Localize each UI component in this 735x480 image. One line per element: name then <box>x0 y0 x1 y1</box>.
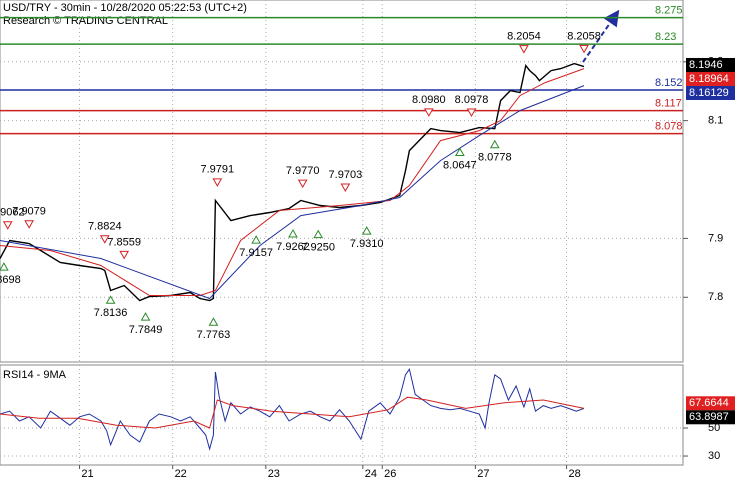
peak-marker <box>579 44 589 54</box>
peak-marker <box>212 178 223 187</box>
readout-label: 67.6644 <box>689 397 729 409</box>
peak-label: 8.2054 <box>507 31 541 43</box>
level-label: 8.152 <box>655 77 683 89</box>
level-label: 8.275 <box>655 5 683 17</box>
y-tick-label: 7.8 <box>708 291 723 303</box>
trough-marker <box>361 226 372 235</box>
trough-marker <box>313 229 324 239</box>
level-label: 8.117 <box>655 98 682 110</box>
trough-label: 7.9262 <box>276 241 310 253</box>
chart-title: USD/TRY - 30min - 10/28/2020 05:22:53 (U… <box>3 2 247 14</box>
forecast-arrow <box>582 9 620 63</box>
peak-label: 7.9791 <box>200 164 234 176</box>
peak-label: 7.9079 <box>12 206 46 218</box>
peak-label: 7.8559 <box>107 236 141 248</box>
peak-label: 7.9703 <box>329 169 363 181</box>
x-tick-label: 21 <box>81 468 93 480</box>
peak-marker <box>297 179 308 189</box>
x-tick-label: 22 <box>175 468 187 480</box>
peak-label: 7.9062 <box>0 207 25 219</box>
trough-marker <box>288 228 298 238</box>
readout-label: 8.1946 <box>689 59 723 71</box>
trough-marker <box>489 139 500 149</box>
peak-label: 8.0978 <box>455 94 489 106</box>
series-line <box>0 396 585 429</box>
trough-label: 7.9310 <box>350 238 384 250</box>
peak-marker <box>519 45 529 54</box>
series-line <box>0 367 585 451</box>
trough-marker <box>105 295 116 304</box>
rsi-panel <box>0 364 684 466</box>
series-line <box>0 62 585 302</box>
trough-label: 7.7849 <box>129 324 163 336</box>
y-tick-label: 50 <box>708 422 720 434</box>
peak-label: 7.9770 <box>286 165 320 177</box>
peak-marker <box>423 108 434 117</box>
y-tick-label: 30 <box>708 450 720 462</box>
y-tick-label: 7.9 <box>708 232 723 244</box>
series-line <box>0 85 585 300</box>
trough-label: 8.0647 <box>443 159 477 171</box>
x-tick-label: 26 <box>384 468 396 480</box>
x-tick-label: 28 <box>568 468 580 480</box>
series-line <box>0 68 585 296</box>
readout-box <box>686 85 735 100</box>
trough-marker <box>140 312 151 321</box>
readout-box <box>686 71 735 86</box>
trough-marker <box>208 317 219 326</box>
peak-marker <box>2 221 13 230</box>
y-tick-label: 8.1 <box>708 115 723 127</box>
readout-box <box>686 410 735 425</box>
readout-label: 8.18964 <box>689 73 729 85</box>
peak-marker <box>340 183 351 193</box>
readout-box <box>686 396 735 411</box>
trough-marker <box>251 235 261 244</box>
peak-marker <box>24 220 34 229</box>
x-tick-label: 24 <box>365 468 377 480</box>
level-label: 8.078 <box>655 121 683 133</box>
peak-marker <box>466 108 477 117</box>
trough-label: 7.8136 <box>94 307 128 319</box>
peak-label: 7.8824 <box>88 221 122 233</box>
peak-label: 8.0980 <box>412 94 446 106</box>
trough-label: 7.9250 <box>301 242 335 254</box>
trough-label: 8.0778 <box>478 152 512 164</box>
rsi-title: RSI14 - 9MA <box>3 369 67 381</box>
peak-marker <box>119 250 130 260</box>
chart-subtitle: Research © TRADING CENTRAL <box>3 15 168 27</box>
x-tick-label: 23 <box>268 468 280 480</box>
trough-marker <box>0 262 9 271</box>
readout-label: 63.8987 <box>689 411 729 423</box>
x-tick-label: 27 <box>477 468 489 480</box>
readout-box <box>686 57 735 72</box>
peak-label: 8.2058 <box>567 30 601 42</box>
trough-label: 7.9157 <box>239 247 273 259</box>
readout-label: 8.16129 <box>689 87 729 99</box>
level-label: 8.23 <box>655 31 676 43</box>
trough-marker <box>454 147 465 156</box>
trough-label: 7.7763 <box>197 329 231 341</box>
peak-marker <box>99 235 110 244</box>
